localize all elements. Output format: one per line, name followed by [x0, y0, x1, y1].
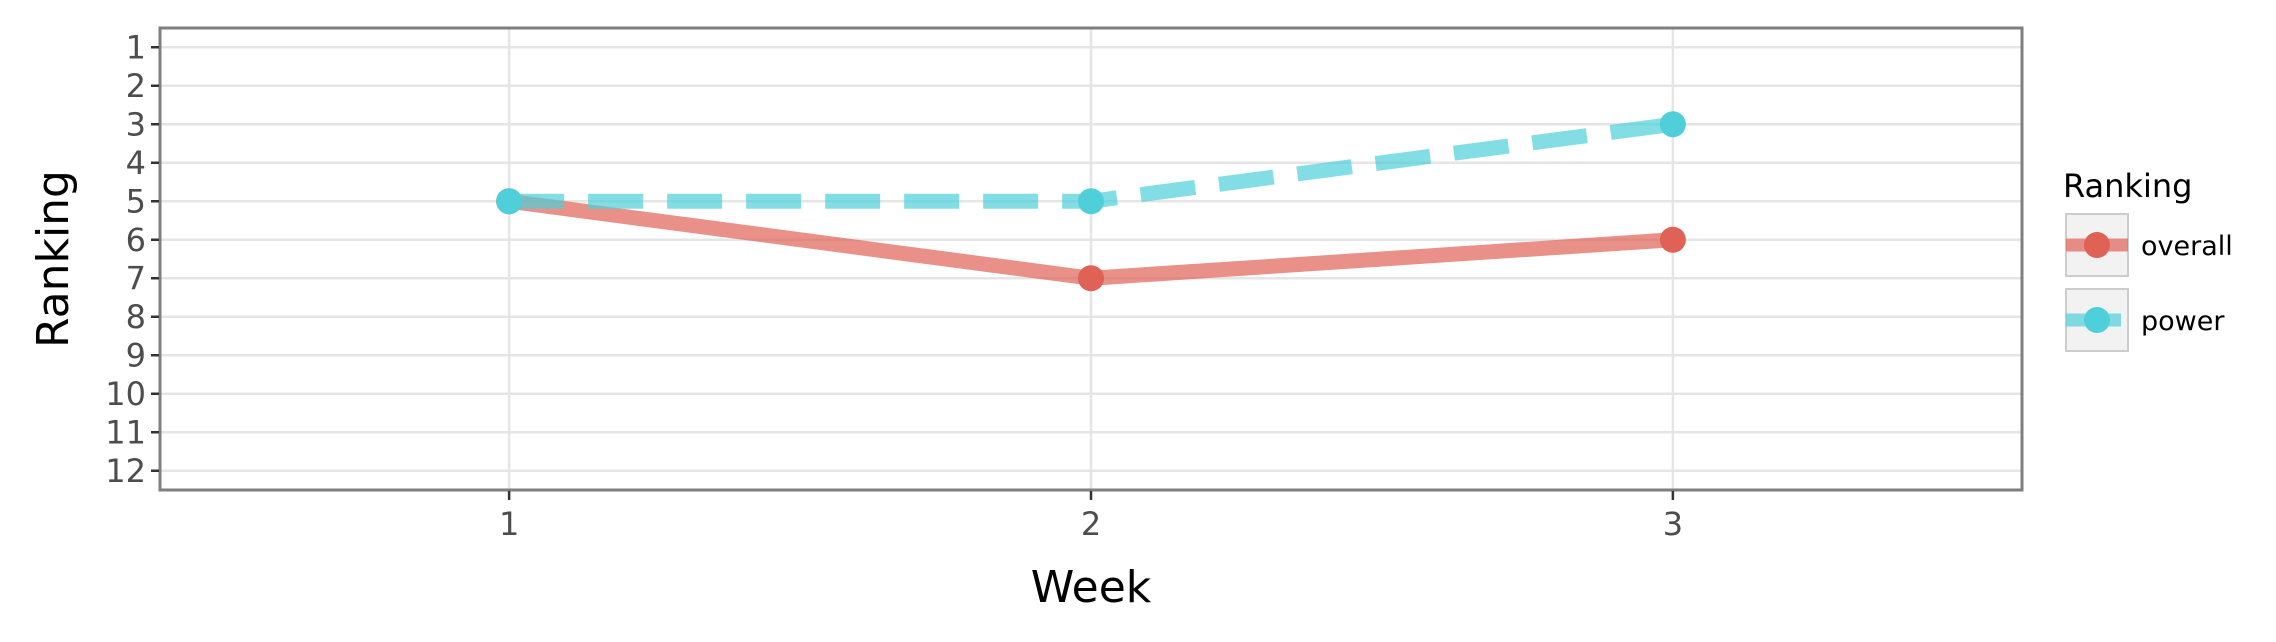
series-point-power — [1659, 111, 1686, 138]
x-tick-label: 3 — [1663, 505, 1683, 543]
legend: Ranking overall power — [2063, 167, 2233, 352]
series-layer — [496, 111, 1686, 292]
y-tick-label: 2 — [126, 67, 146, 105]
y-tick-label: 9 — [126, 336, 146, 374]
x-axis-ticks: 1 2 3 — [499, 491, 1683, 543]
legend-item-overall: overall — [2065, 213, 2233, 277]
legend-item-power: power — [2065, 288, 2225, 352]
y-tick-label: 1 — [126, 28, 146, 66]
plot-panel-border — [158, 26, 2024, 492]
x-tick-label: 1 — [499, 505, 519, 543]
legend-title: Ranking — [2063, 167, 2192, 205]
legend-label-overall: overall — [2141, 231, 2233, 262]
y-tick-label: 12 — [105, 452, 146, 490]
y-tick-label: 10 — [105, 375, 146, 413]
y-tick-label: 11 — [105, 413, 146, 451]
legend-items: overall power — [2065, 213, 2233, 352]
y-tick-label: 8 — [126, 298, 146, 336]
y-tick-label: 4 — [126, 144, 146, 182]
x-tick-label: 2 — [1081, 505, 1101, 543]
x-axis-title: Week — [1031, 562, 1152, 613]
legend-key-point-power — [2084, 307, 2110, 333]
y-tick-label: 7 — [126, 259, 146, 297]
y-tick-label: 6 — [126, 221, 146, 259]
series-point-overall — [1659, 226, 1686, 253]
series-point-power — [1078, 188, 1104, 215]
y-tick-label: 3 — [126, 105, 146, 143]
y-gridlines — [160, 46, 2022, 472]
y-axis-title: Ranking — [28, 170, 79, 348]
legend-label-power: power — [2141, 306, 2225, 337]
series-point-power — [496, 188, 523, 215]
y-tick-label: 5 — [126, 182, 146, 220]
legend-key-point-overall — [2084, 232, 2110, 258]
series-power — [496, 111, 1686, 215]
series-point-overall — [1078, 265, 1104, 292]
x-gridlines — [507, 28, 1675, 490]
